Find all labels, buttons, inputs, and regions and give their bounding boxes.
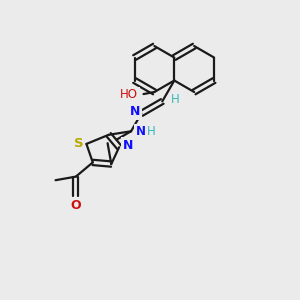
Text: N: N [123, 139, 133, 152]
Text: S: S [74, 137, 83, 150]
Text: HO: HO [120, 88, 138, 101]
Text: NH: NH [136, 125, 155, 138]
Text: O: O [70, 199, 81, 212]
Text: H: H [171, 93, 180, 106]
Text: N: N [130, 105, 140, 118]
Text: H: H [147, 125, 156, 138]
